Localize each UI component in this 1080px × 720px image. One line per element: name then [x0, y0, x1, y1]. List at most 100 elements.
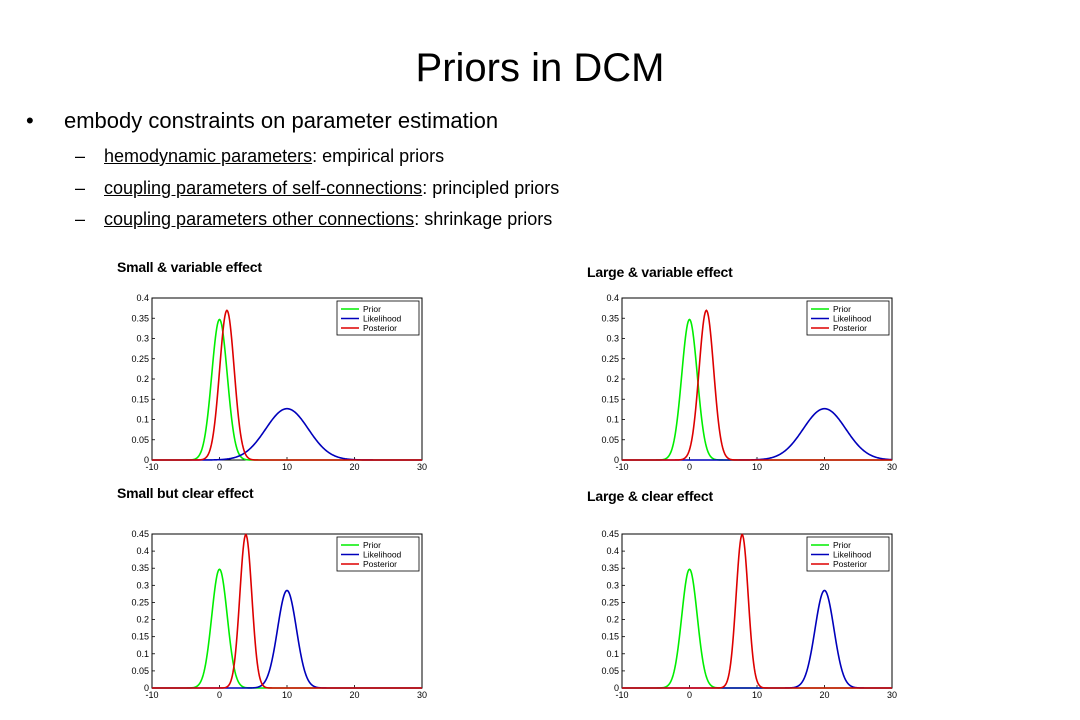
series-line-posterior — [622, 309, 892, 461]
x-tick-label: -10 — [145, 462, 158, 472]
y-tick-label: 0.15 — [131, 632, 149, 642]
x-tick-label: 10 — [282, 690, 292, 700]
x-tick-label: 20 — [819, 462, 829, 472]
subitem-self-connections: – coupling parameters of self-connection… — [75, 176, 559, 200]
y-tick-label: 0.3 — [136, 580, 149, 590]
y-tick-label: 0.35 — [131, 313, 149, 323]
chart-title-small-clear: Small but clear effect — [117, 485, 254, 501]
x-tick-label: 0 — [217, 690, 222, 700]
bullet-dot-icon: • — [26, 108, 34, 133]
series-line-posterior — [152, 533, 422, 689]
legend-entry: Posterior — [833, 323, 867, 333]
y-tick-label: 0.45 — [131, 529, 149, 539]
legend-entry: Likelihood — [833, 550, 872, 560]
y-tick-label: 0 — [614, 455, 619, 465]
subitem-rest: : principled priors — [422, 178, 560, 198]
y-tick-label: 0.3 — [606, 334, 619, 344]
chart-title-large-clear: Large & clear effect — [587, 488, 713, 504]
y-tick-label: 0.05 — [601, 435, 619, 445]
y-tick-label: 0.35 — [601, 563, 619, 573]
y-tick-label: 0.25 — [131, 354, 149, 364]
subitem-rest: : empirical priors — [312, 146, 445, 166]
subitem-dash: – — [75, 146, 86, 166]
y-tick-label: 0.25 — [601, 597, 619, 607]
x-tick-label: 20 — [349, 690, 359, 700]
y-tick-label: 0.2 — [136, 615, 149, 625]
legend-entry: Likelihood — [363, 550, 402, 560]
legend-entry: Prior — [363, 540, 381, 550]
y-tick-label: 0.45 — [601, 529, 619, 539]
chart-large-clear: -10 0 10 20 3000.050.10.150.20.250.30.350.40… — [601, 529, 897, 700]
series-line-posterior — [622, 533, 892, 689]
y-tick-label: 0.4 — [606, 293, 619, 303]
x-tick-label: -10 — [615, 462, 628, 472]
slide-title: Priors in DCM — [415, 46, 665, 90]
x-tick-label: 0 — [687, 690, 692, 700]
subitem-link[interactable]: hemodynamic parameters — [104, 146, 313, 166]
y-tick-label: 0.35 — [601, 313, 619, 323]
chart-title-small-variable: Small & variable effect — [117, 259, 262, 275]
y-tick-label: 0.15 — [601, 632, 619, 642]
subitem-link[interactable]: coupling parameters of self-connections — [104, 178, 423, 198]
subitem-hemodynamic: – hemodynamic parameters : empirical pri… — [75, 144, 444, 168]
y-tick-label: 0.1 — [136, 415, 149, 425]
x-tick-label: 20 — [819, 690, 829, 700]
chart-small-variable: -10 0 10 20 3000.050.10.150.20.250.30.350.4P… — [131, 293, 427, 472]
y-tick-label: 0.4 — [136, 546, 149, 556]
y-tick-label: 0.4 — [136, 293, 149, 303]
y-tick-label: 0.3 — [606, 580, 619, 590]
y-tick-label: 0.25 — [601, 354, 619, 364]
legend-entry: Prior — [833, 540, 851, 550]
y-tick-label: 0 — [144, 455, 149, 465]
x-tick-label: 30 — [417, 462, 427, 472]
y-tick-label: 0.25 — [131, 597, 149, 607]
series-line-posterior — [152, 309, 422, 461]
chart-large-variable: -10 0 10 20 3000.050.10.150.20.250.30.350.4P… — [601, 293, 897, 472]
y-tick-label: 0.4 — [606, 546, 619, 556]
legend-entry: Posterior — [363, 559, 397, 569]
x-tick-label: 30 — [887, 462, 897, 472]
y-tick-label: 0.3 — [136, 334, 149, 344]
y-tick-label: 0.05 — [601, 666, 619, 676]
y-tick-label: 0.05 — [131, 435, 149, 445]
subitem-link[interactable]: coupling parameters other connections — [104, 209, 415, 229]
subitem-dash: – — [75, 178, 86, 198]
y-tick-label: 0.1 — [136, 649, 149, 659]
y-tick-label: 0 — [144, 683, 149, 693]
x-tick-label: 30 — [417, 690, 427, 700]
x-tick-label: 10 — [752, 462, 762, 472]
chart-small-clear: -10 0 10 20 3000.050.10.150.20.250.30.350.40… — [131, 529, 427, 700]
x-tick-label: 10 — [282, 462, 292, 472]
subitem-other-connections: – coupling parameters other connections … — [75, 207, 552, 231]
chart-title-large-variable: Large & variable effect — [587, 264, 733, 280]
x-tick-label: 10 — [752, 690, 762, 700]
subitem-dash: – — [75, 209, 86, 229]
y-tick-label: 0 — [614, 683, 619, 693]
y-tick-label: 0.1 — [606, 649, 619, 659]
x-tick-label: -10 — [145, 690, 158, 700]
y-tick-label: 0.05 — [131, 666, 149, 676]
legend-entry: Prior — [363, 304, 381, 314]
legend-entry: Posterior — [833, 559, 867, 569]
legend-entry: Likelihood — [833, 314, 872, 324]
y-tick-label: 0.15 — [131, 394, 149, 404]
x-tick-label: 0 — [687, 462, 692, 472]
y-tick-label: 0.2 — [606, 374, 619, 384]
y-tick-label: 0.35 — [131, 563, 149, 573]
x-tick-label: 20 — [349, 462, 359, 472]
x-tick-label: 30 — [887, 690, 897, 700]
x-tick-label: -10 — [615, 690, 628, 700]
y-tick-label: 0.15 — [601, 394, 619, 404]
y-tick-label: 0.1 — [606, 415, 619, 425]
subitem-rest: : shrinkage priors — [414, 209, 553, 229]
legend-box — [336, 300, 420, 336]
legend-entry: Posterior — [363, 323, 397, 333]
x-tick-label: 0 — [217, 462, 222, 472]
main-bullet: • embody constraints on parameter estima… — [26, 106, 498, 136]
main-bullet-text: embody constraints on parameter estimati… — [64, 108, 499, 133]
legend-entry: Likelihood — [363, 314, 402, 324]
